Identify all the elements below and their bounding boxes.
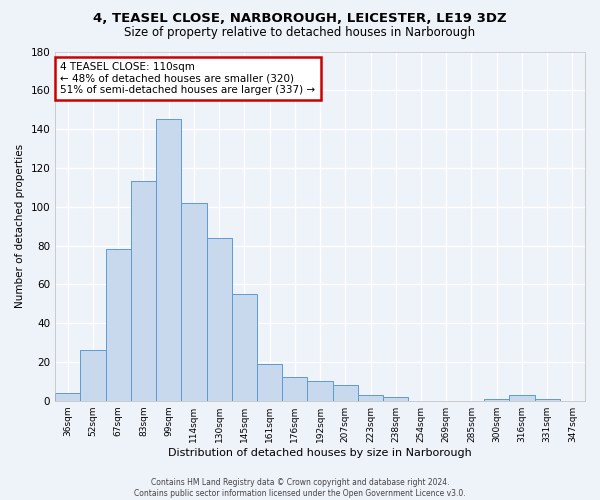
Text: 4 TEASEL CLOSE: 110sqm
← 48% of detached houses are smaller (320)
51% of semi-de: 4 TEASEL CLOSE: 110sqm ← 48% of detached… xyxy=(61,62,316,95)
Bar xyxy=(383,397,409,400)
Y-axis label: Number of detached properties: Number of detached properties xyxy=(15,144,25,308)
Bar xyxy=(484,399,509,400)
X-axis label: Distribution of detached houses by size in Narborough: Distribution of detached houses by size … xyxy=(168,448,472,458)
Bar xyxy=(232,294,257,401)
Bar xyxy=(80,350,106,401)
Bar xyxy=(156,120,181,400)
Bar xyxy=(206,238,232,400)
Bar xyxy=(106,250,131,400)
Text: 4, TEASEL CLOSE, NARBOROUGH, LEICESTER, LE19 3DZ: 4, TEASEL CLOSE, NARBOROUGH, LEICESTER, … xyxy=(93,12,507,26)
Bar xyxy=(509,395,535,400)
Bar xyxy=(55,393,80,400)
Text: Size of property relative to detached houses in Narborough: Size of property relative to detached ho… xyxy=(124,26,476,39)
Bar xyxy=(181,203,206,400)
Bar xyxy=(131,182,156,400)
Text: Contains HM Land Registry data © Crown copyright and database right 2024.
Contai: Contains HM Land Registry data © Crown c… xyxy=(134,478,466,498)
Bar xyxy=(282,378,307,400)
Bar xyxy=(358,395,383,400)
Bar xyxy=(257,364,282,401)
Bar xyxy=(535,399,560,400)
Bar xyxy=(332,385,358,400)
Bar xyxy=(307,382,332,400)
